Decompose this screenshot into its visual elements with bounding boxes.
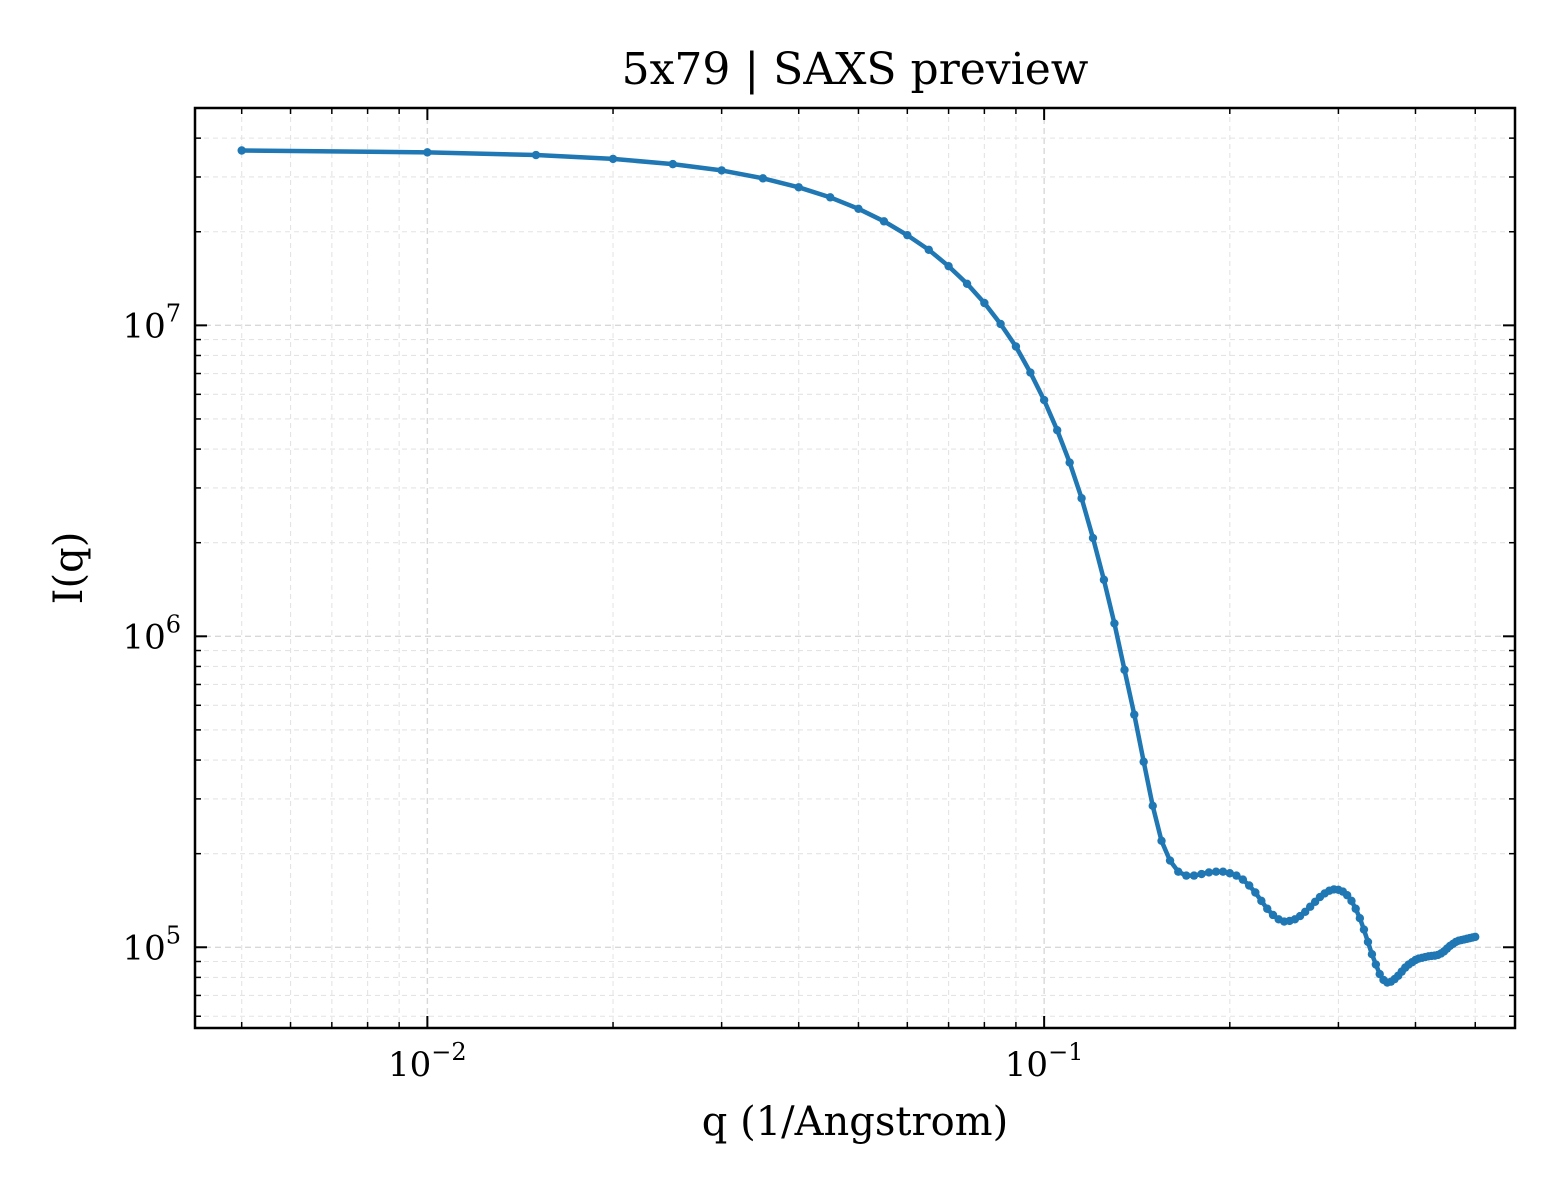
- data-point: [1088, 533, 1098, 543]
- data-point: [237, 146, 246, 155]
- data-point: [1099, 575, 1109, 584]
- series-layer: [237, 146, 1480, 987]
- data-point: [1371, 960, 1381, 969]
- x-axis-label: q (1/Angstrom): [702, 1099, 1008, 1145]
- data-point: [717, 166, 726, 175]
- y-tick-label: 107: [122, 299, 181, 346]
- data-point: [1120, 665, 1129, 675]
- data-point: [1139, 757, 1148, 766]
- data-point: [1197, 869, 1206, 879]
- data-point: [1148, 801, 1157, 811]
- data-point: [1165, 856, 1175, 865]
- x-tick-label: 10−2: [388, 1038, 467, 1085]
- data-point: [1011, 342, 1021, 351]
- data-point: [1351, 904, 1360, 913]
- data-point: [1182, 871, 1191, 880]
- chart-title: 5x79 | SAXS preview: [622, 44, 1089, 95]
- data-point: [1238, 875, 1248, 884]
- data-point: [1232, 871, 1241, 880]
- data-point: [980, 298, 989, 308]
- data-point: [423, 148, 432, 157]
- data-point: [1204, 868, 1214, 877]
- data-point: [1077, 494, 1086, 503]
- data-point: [1110, 619, 1119, 628]
- data-point: [758, 174, 768, 183]
- data-point: [1347, 896, 1356, 906]
- data-point: [1471, 932, 1480, 942]
- y-tick-label: 105: [122, 921, 181, 968]
- data-point: [1026, 368, 1035, 377]
- data-point: [1211, 867, 1221, 876]
- data-point: [1244, 881, 1254, 890]
- axis-ticks: 10−2 10−1 105 106 107: [122, 107, 1515, 1085]
- x-tick-label: 10−1: [1005, 1038, 1084, 1085]
- data-point: [903, 230, 912, 240]
- data-point: [1053, 426, 1062, 435]
- data-point: [1157, 836, 1166, 845]
- y-axis-label: I(q): [46, 532, 92, 605]
- data-point: [1367, 949, 1377, 959]
- data-point: [668, 159, 678, 169]
- data-point: [1130, 710, 1139, 719]
- data-point: [794, 183, 803, 192]
- data-point: [1355, 914, 1365, 923]
- data-point: [924, 245, 933, 254]
- plot-frame: [193, 106, 1517, 1030]
- data-point: [1359, 925, 1369, 934]
- data-point: [854, 204, 863, 214]
- data-point: [1189, 871, 1199, 880]
- data-point: [1263, 904, 1272, 913]
- data-point: [962, 279, 972, 289]
- data-point: [826, 193, 835, 202]
- data-point: [996, 319, 1005, 329]
- data-point: [1251, 888, 1260, 897]
- data-point: [1257, 896, 1266, 906]
- data-point: [879, 217, 889, 226]
- data-point: [608, 154, 618, 164]
- data-point: [944, 261, 953, 271]
- data-point: [1218, 867, 1228, 876]
- y-tick-label: 106: [122, 610, 181, 657]
- data-point: [1039, 395, 1049, 405]
- data-point: [1174, 867, 1183, 876]
- data-point: [531, 150, 541, 160]
- data-point: [1363, 937, 1373, 947]
- data-point: [1225, 869, 1235, 878]
- data-point: [1065, 458, 1074, 467]
